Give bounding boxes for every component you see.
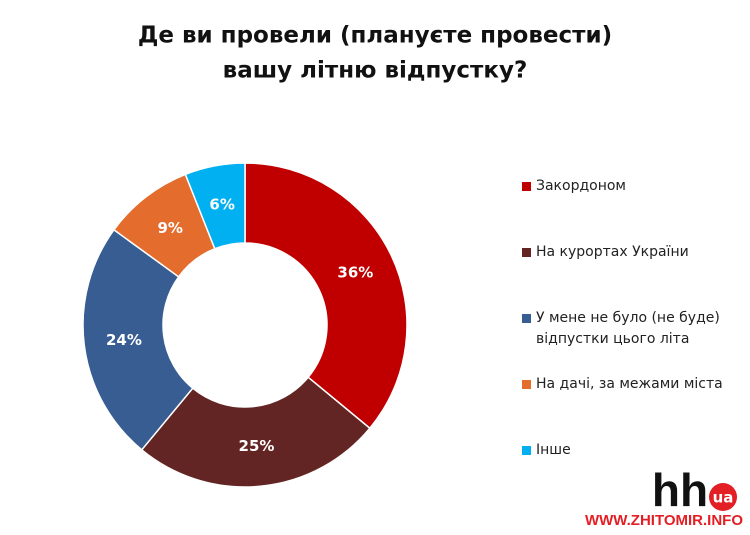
donut-segment	[244, 162, 408, 430]
data-label: 24%	[106, 331, 142, 349]
legend-swatch	[522, 182, 531, 191]
logo-badge	[709, 483, 737, 511]
legend-label: Інше	[536, 442, 571, 458]
legend-item: Інше	[522, 440, 741, 461]
legend-label: У мене не було (не буде) відпустки цього…	[536, 310, 720, 347]
legend-swatch	[522, 248, 531, 257]
legend-swatch	[522, 380, 531, 389]
donut-segment	[184, 162, 246, 250]
site-url: WWW.ZHITOMIR.INFO	[585, 512, 743, 529]
data-label: 36%	[337, 264, 373, 282]
logo-badge-text: ua	[713, 489, 734, 507]
chart-title: вашу літню відпустку?	[223, 58, 528, 84]
legend-item: На дачі, за межами міста	[522, 374, 741, 395]
legend-label: На курортах України	[536, 244, 689, 260]
legend-swatch	[522, 314, 531, 323]
legend-item: На курортах України	[522, 242, 741, 263]
donut-segment	[82, 228, 194, 451]
data-label: 6%	[209, 196, 234, 214]
legend-item: У мене не було (не буде) відпустки цього…	[522, 308, 741, 350]
logo: hh	[652, 464, 708, 516]
legend-item: Закордоном	[522, 176, 741, 197]
chart-title: Де ви провели (плануєте провести)	[138, 23, 612, 49]
legend-swatch	[522, 446, 531, 455]
donut-segment	[140, 376, 371, 488]
legend-label: Закордоном	[536, 178, 626, 194]
data-label: 25%	[239, 437, 275, 455]
legend-label: На дачі, за межами міста	[536, 376, 723, 392]
data-label: 9%	[157, 219, 182, 237]
